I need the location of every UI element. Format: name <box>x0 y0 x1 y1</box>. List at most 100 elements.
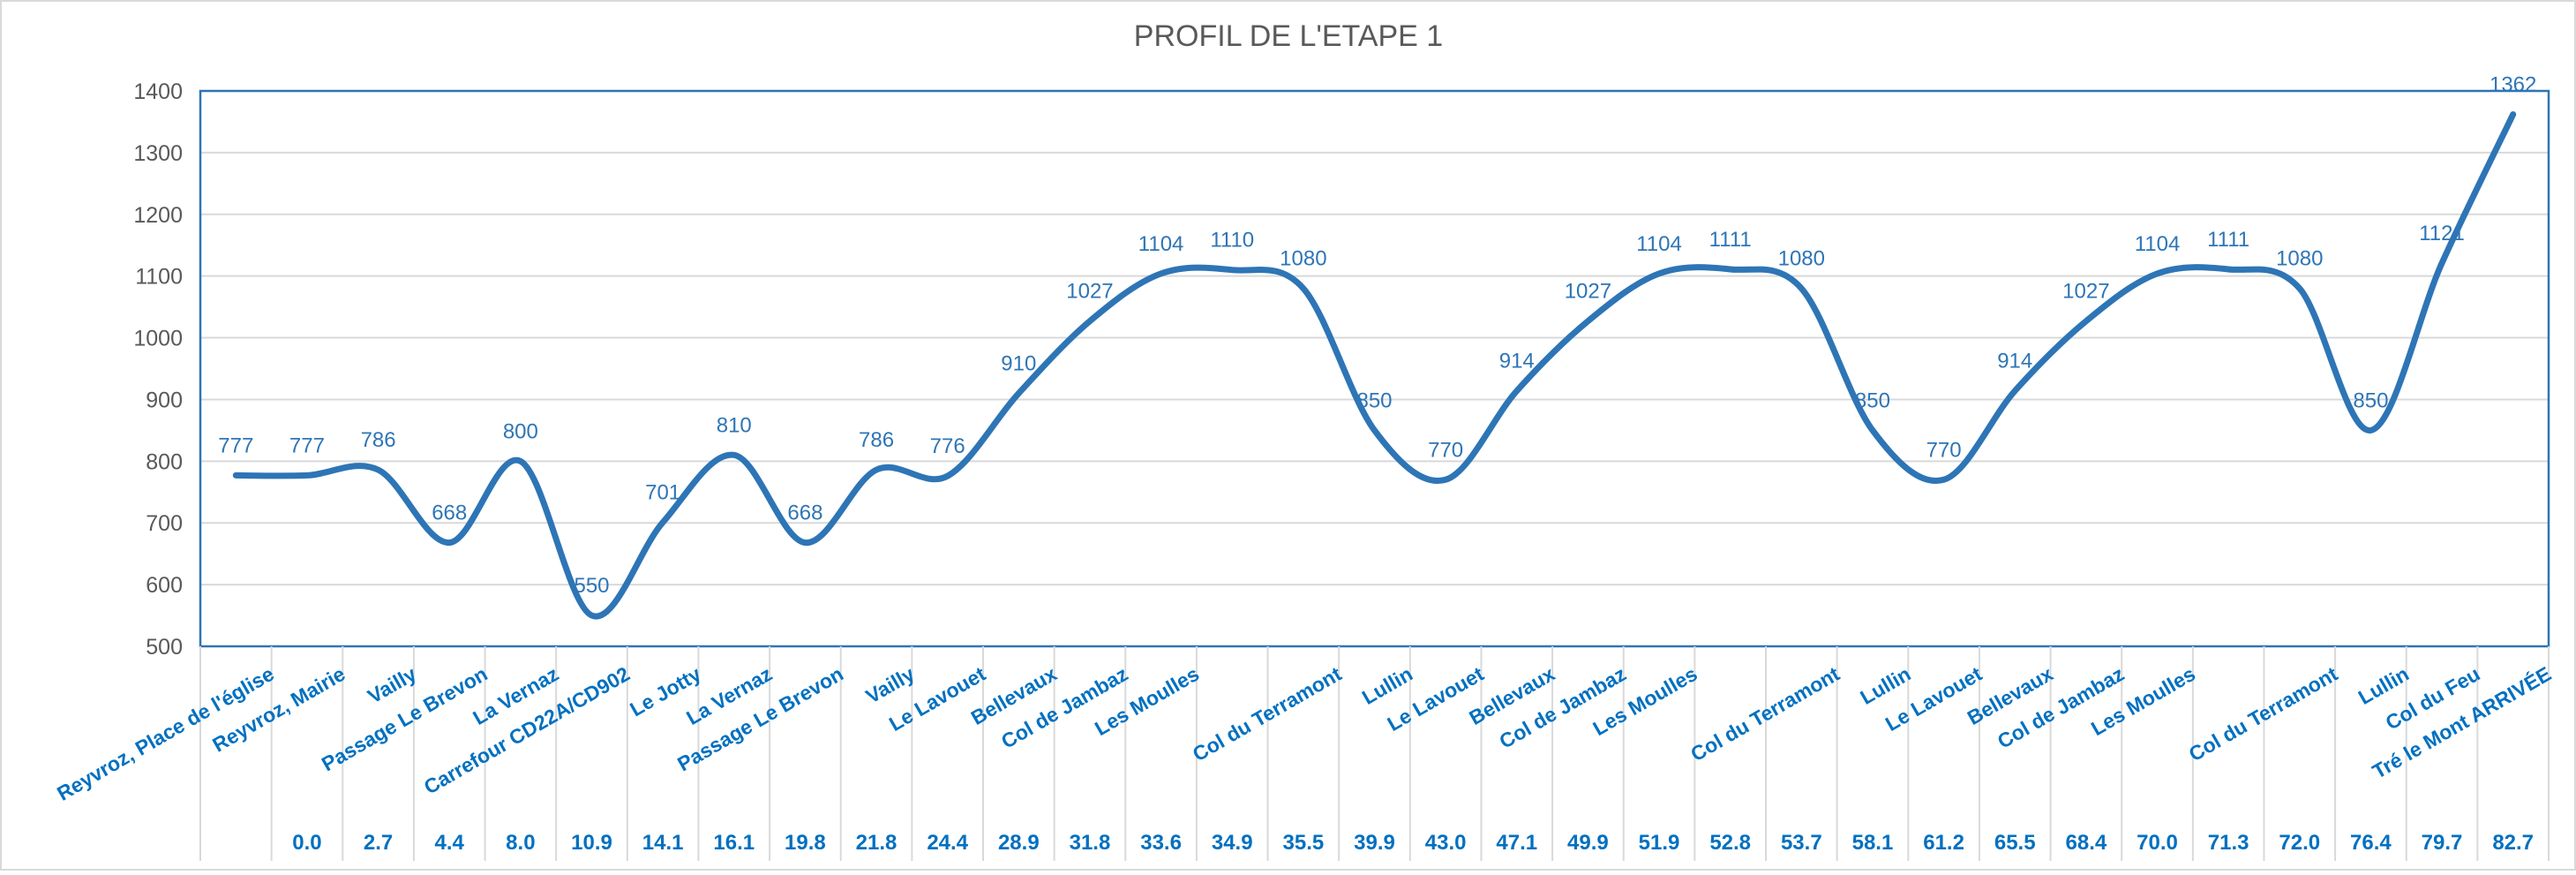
series-line <box>232 111 2517 620</box>
distance-label: 10.9 <box>571 831 612 855</box>
distance-label: 31.8 <box>1070 831 1111 855</box>
distance-label: 24.4 <box>927 831 968 855</box>
distance-label: 49.9 <box>1567 831 1609 855</box>
data-point <box>2012 388 2018 394</box>
data-label: 1121 <box>2419 222 2465 245</box>
data-point <box>1443 477 1449 483</box>
distance-label: 28.9 <box>998 831 1040 855</box>
data-point <box>1585 318 1591 324</box>
data-point <box>2226 266 2232 272</box>
distance-label: 16.1 <box>713 831 755 855</box>
distance-label: 14.1 <box>642 831 684 855</box>
y-tick-label: 900 <box>146 388 183 412</box>
data-label: 777 <box>218 434 253 457</box>
data-point <box>233 472 239 479</box>
data-label: 1104 <box>2135 232 2181 256</box>
data-point <box>1229 267 1235 273</box>
distance-label: 4.4 <box>435 831 465 855</box>
data-point <box>1727 266 1733 272</box>
y-tick-label: 800 <box>146 449 183 474</box>
y-tick-label: 1100 <box>135 265 183 290</box>
distance-label: 33.6 <box>1140 831 1182 855</box>
data-point <box>802 539 808 546</box>
data-label: 770 <box>1428 438 1463 462</box>
chart-title: PROFIL DE L'ETAPE 1 <box>1134 19 1443 53</box>
distance-label: 0.0 <box>292 831 321 855</box>
distance-label: 76.4 <box>2350 831 2392 855</box>
data-point <box>874 467 880 473</box>
data-label: 1027 <box>2062 280 2109 304</box>
distance-label: 19.8 <box>785 831 826 855</box>
data-point <box>2510 111 2516 117</box>
y-tick-label: 1200 <box>133 203 183 228</box>
data-point <box>731 452 737 458</box>
data-point <box>447 539 453 546</box>
y-tick-label: 1300 <box>133 141 183 166</box>
data-label: 786 <box>361 428 396 452</box>
data-point <box>2083 318 2089 324</box>
data-label: 1080 <box>2276 247 2323 271</box>
data-label: 1080 <box>1778 247 1825 271</box>
distance-label: 51.9 <box>1639 831 1680 855</box>
data-point <box>1016 390 1022 396</box>
distance-label: 68.4 <box>2066 831 2107 855</box>
data-label: 1362 <box>2490 73 2536 97</box>
data-label: 770 <box>1926 438 1962 462</box>
distance-label: 61.2 <box>1923 831 1964 855</box>
distance-label: 34.9 <box>1212 831 1253 855</box>
distance-label: 53.7 <box>1781 831 1822 855</box>
distance-label: 82.7 <box>2492 831 2534 855</box>
data-label: 668 <box>787 502 822 525</box>
distance-label: 35.5 <box>1283 831 1325 855</box>
data-point <box>589 613 595 619</box>
data-label: 1110 <box>1210 229 1254 253</box>
distance-label: 47.1 <box>1496 831 1537 855</box>
data-label: 1027 <box>1066 280 1113 304</box>
data-label: 850 <box>2353 388 2388 412</box>
data-labels: 777 777 786 668 800 550 701 810 668 786 776 910 1027… <box>218 73 2536 598</box>
data-point <box>2154 270 2160 276</box>
data-label: 914 <box>1997 350 2032 373</box>
y-tick-label: 500 <box>146 635 183 660</box>
data-point <box>1941 477 1947 483</box>
data-point <box>517 458 523 464</box>
data-point <box>1158 270 1164 276</box>
distance-label: 43.0 <box>1425 831 1467 855</box>
data-label: 1080 <box>1280 247 1326 271</box>
distance-label: 8.0 <box>506 831 535 855</box>
distance-label: 70.0 <box>2137 831 2178 855</box>
data-point <box>1869 427 1875 434</box>
data-label: 786 <box>859 428 894 452</box>
distance-label: 39.9 <box>1354 831 1395 855</box>
y-tick-label: 1000 <box>133 327 183 351</box>
distance-label: 72.0 <box>2279 831 2320 855</box>
data-label: 914 <box>1499 350 1535 373</box>
data-label: 850 <box>1356 388 1392 412</box>
data-point <box>304 472 310 479</box>
data-label: 1111 <box>2207 228 2249 252</box>
data-label: 1104 <box>1138 232 1184 256</box>
data-label: 810 <box>717 413 752 437</box>
data-point <box>2368 427 2374 434</box>
data-point <box>660 519 666 525</box>
data-point <box>1656 270 1663 276</box>
distance-label: 2.7 <box>364 831 393 855</box>
y-tick-label: 1400 <box>133 79 183 104</box>
y-tick-label: 600 <box>146 573 183 598</box>
data-point <box>944 473 950 479</box>
plot-area-frame <box>199 89 2550 648</box>
distance-label: 58.1 <box>1852 831 1894 855</box>
data-label: 1111 <box>1709 228 1752 252</box>
distance-label: 52.8 <box>1709 831 1751 855</box>
data-point <box>2296 285 2302 291</box>
distance-label: 79.7 <box>2422 831 2463 855</box>
data-point <box>1300 285 1306 291</box>
data-label: 777 <box>289 434 325 457</box>
data-label: 550 <box>574 574 609 598</box>
data-point <box>375 467 381 473</box>
data-point <box>2439 260 2445 266</box>
distance-label: 65.5 <box>1994 831 2036 855</box>
